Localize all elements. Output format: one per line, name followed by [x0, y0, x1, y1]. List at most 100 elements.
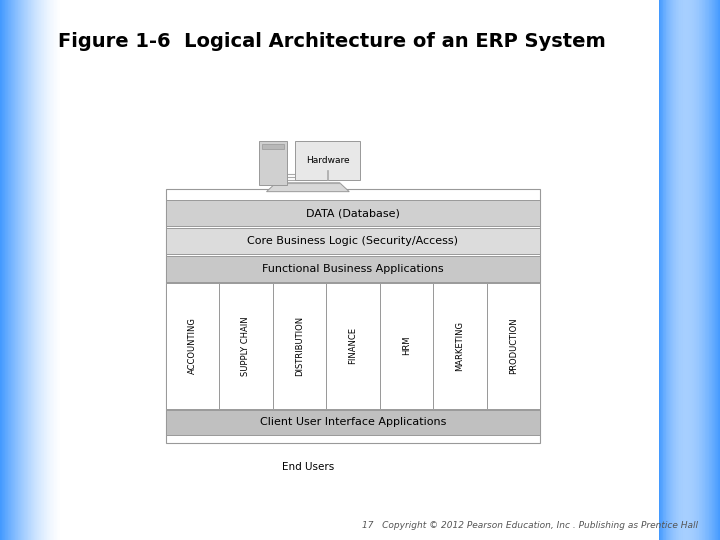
Bar [22, 0, 23, 540]
Bar [683, 0, 684, 540]
Bar [714, 0, 715, 540]
Text: SUPPLY CHAIN: SUPPLY CHAIN [241, 316, 251, 375]
Bar [35, 0, 36, 540]
Bar [705, 0, 706, 540]
Bar [19, 0, 20, 540]
Bar [11, 0, 12, 540]
Bar [674, 0, 675, 540]
Bar [670, 0, 671, 540]
Bar [713, 0, 714, 540]
Bar [679, 0, 680, 540]
Bar [24, 0, 25, 540]
Bar [166, 283, 219, 409]
Text: DISTRIBUTION: DISTRIBUTION [294, 316, 304, 376]
Bar [40, 0, 41, 540]
Bar [680, 0, 681, 540]
Bar [688, 0, 690, 540]
Bar [23, 0, 24, 540]
Bar [47, 0, 48, 540]
Bar [681, 0, 682, 540]
Bar [719, 0, 720, 540]
Bar [672, 0, 673, 540]
Bar [667, 0, 668, 540]
Bar [15, 0, 16, 540]
Text: 17   Copyright © 2012 Pearson Education, Inc . Publishing as Prentice Hall: 17 Copyright © 2012 Pearson Education, I… [362, 521, 698, 530]
Bar [665, 0, 666, 540]
Bar [34, 0, 35, 540]
Bar [703, 0, 704, 540]
Bar [697, 0, 698, 540]
Bar [60, 0, 61, 540]
Bar [700, 0, 701, 540]
Bar [13, 0, 14, 540]
Bar [55, 0, 56, 540]
Bar [41, 0, 42, 540]
Bar [669, 0, 670, 540]
Bar [37, 0, 38, 540]
Bar [0, 0, 1, 540]
Bar [17, 0, 19, 540]
Bar [684, 0, 685, 540]
Bar [32, 0, 33, 540]
Bar [682, 0, 683, 540]
Bar [487, 283, 540, 409]
Bar [166, 256, 540, 282]
Bar [709, 0, 710, 540]
Bar [663, 0, 664, 540]
Bar [30, 0, 32, 540]
Bar [708, 0, 709, 540]
Bar [676, 0, 677, 540]
Bar [701, 0, 703, 540]
Bar [59, 0, 60, 540]
Bar [166, 228, 540, 254]
Bar [686, 0, 687, 540]
Bar [3, 0, 4, 540]
Bar [659, 0, 660, 540]
Bar [54, 0, 55, 540]
Bar [677, 0, 678, 540]
Bar [219, 283, 273, 409]
Bar [685, 0, 686, 540]
Bar [696, 0, 697, 540]
Bar [691, 0, 692, 540]
Bar [53, 0, 54, 540]
Bar [700, 0, 701, 540]
Bar [703, 0, 704, 540]
Bar [49, 0, 50, 540]
Text: Functional Business Applications: Functional Business Applications [262, 264, 444, 274]
Bar [695, 0, 696, 540]
Polygon shape [266, 183, 349, 192]
Bar [711, 0, 712, 540]
Bar [665, 0, 666, 540]
Bar [690, 0, 691, 540]
Text: PRODUCTION: PRODUCTION [509, 318, 518, 374]
Bar [704, 0, 705, 540]
Text: Figure 1-6  Logical Architecture of an ERP System: Figure 1-6 Logical Architecture of an ER… [58, 32, 606, 51]
Bar [692, 0, 693, 540]
Text: DATA (Database): DATA (Database) [306, 208, 400, 218]
Bar [707, 0, 708, 540]
Bar [45, 0, 46, 540]
Bar [664, 0, 665, 540]
Bar [681, 0, 682, 540]
Bar [712, 0, 713, 540]
Bar [669, 0, 670, 540]
Bar [707, 0, 708, 540]
Bar [687, 0, 688, 540]
Bar [8, 0, 9, 540]
Bar [686, 0, 687, 540]
Bar [29, 0, 30, 540]
Bar [4, 0, 5, 540]
Bar [668, 0, 669, 540]
Bar [56, 0, 57, 540]
Bar [698, 0, 699, 540]
Bar [719, 0, 720, 540]
Bar [166, 200, 540, 226]
Bar [710, 0, 711, 540]
Text: ACCOUNTING: ACCOUNTING [188, 318, 197, 374]
Bar [166, 189, 540, 443]
Bar [694, 0, 695, 540]
Bar [675, 0, 676, 540]
Bar [710, 0, 711, 540]
Bar [691, 0, 692, 540]
